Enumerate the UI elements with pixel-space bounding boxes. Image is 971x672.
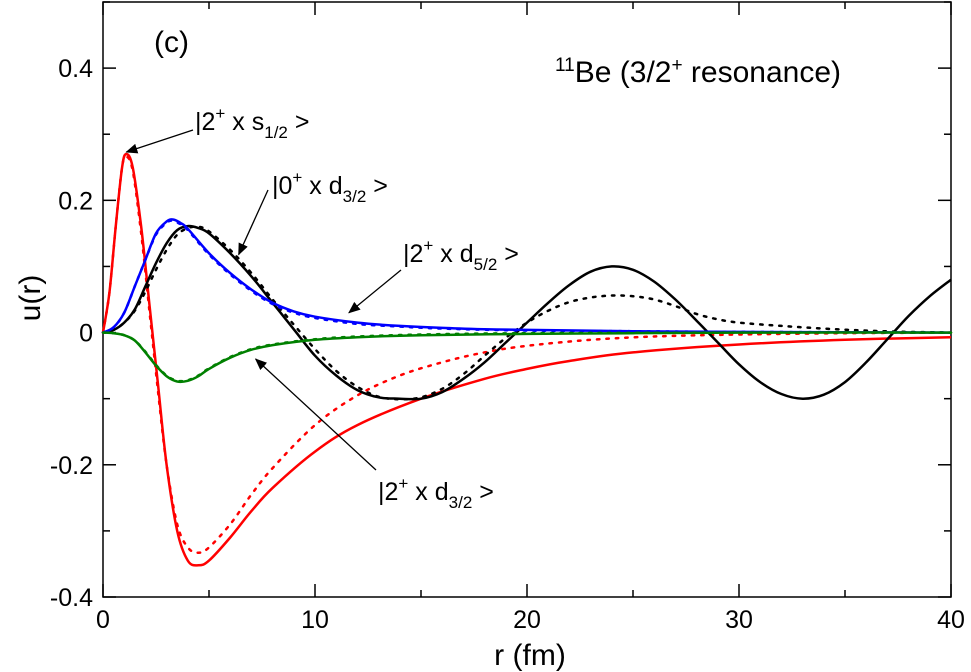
x-tick-label: 10 bbox=[301, 606, 329, 634]
annotation-label-part: + bbox=[215, 104, 225, 123]
series-0-x-d3-2-solid bbox=[102, 224, 952, 401]
annotation-label-part: + bbox=[292, 168, 302, 187]
annotation-label-part: x d bbox=[302, 172, 342, 200]
y-tick-label: 0.2 bbox=[58, 187, 93, 215]
panel-label: (c) bbox=[154, 26, 189, 59]
title-tail: resonance) bbox=[683, 56, 841, 89]
series-2-x-d5-2-solid bbox=[102, 218, 952, 334]
annotation-label-part: > bbox=[472, 478, 494, 506]
axis-ticks bbox=[102, 1, 952, 598]
annotation-label-part: |2 bbox=[378, 478, 398, 506]
annotation-label-part: x d bbox=[408, 478, 448, 506]
annotation-label: |0+ x d3/2 > bbox=[272, 168, 388, 206]
x-axis-label: r (fm) bbox=[494, 639, 566, 672]
annotation-label: |2+ x s1/2 > bbox=[195, 104, 309, 142]
title-isotope-mass: 11 bbox=[555, 55, 575, 76]
annotation-label: |2+ x d5/2 > bbox=[403, 236, 519, 274]
series-2-x-s1-2-dotted bbox=[101, 155, 953, 554]
x-tick-label: 0 bbox=[96, 606, 110, 634]
series-2-x-d3-2-solid bbox=[102, 331, 952, 384]
plot-frame bbox=[102, 1, 952, 598]
y-axis-label: u(r) bbox=[14, 275, 47, 322]
title-main: Be (3/2 bbox=[575, 56, 672, 89]
annotation-label-part: x s bbox=[225, 108, 264, 136]
annotation-label-part: 5/2 bbox=[474, 255, 498, 274]
chart-title: 11Be (3/2+ resonance) bbox=[555, 55, 841, 89]
annotation-label-part: |0 bbox=[272, 172, 292, 200]
annotation-arrow bbox=[238, 189, 269, 256]
annotation-arrow bbox=[348, 269, 402, 314]
x-tick-label: 20 bbox=[513, 606, 541, 634]
y-tick-label: 0.4 bbox=[58, 55, 93, 83]
y-tick-label: -0.4 bbox=[50, 584, 93, 612]
annotation-label-part: 3/2 bbox=[343, 187, 367, 206]
annotations: |2+ x s1/2 >|0+ x d3/2 >|2+ x d5/2 >|2+ … bbox=[125, 104, 519, 512]
curves bbox=[101, 152, 953, 567]
annotation-label-part: 1/2 bbox=[264, 123, 288, 142]
series-2-x-d5-2-dotted bbox=[101, 219, 953, 334]
annotation-label-part: 3/2 bbox=[449, 493, 473, 512]
annotation-label-part: + bbox=[398, 474, 408, 493]
annotation-label-part: x d bbox=[433, 240, 473, 268]
annotation-label-part: > bbox=[497, 240, 519, 268]
series-2-x-s1-2-solid bbox=[101, 152, 952, 567]
annotation-label-part: + bbox=[423, 236, 433, 255]
y-tick-label: 0 bbox=[79, 320, 93, 348]
annotation-label-part: > bbox=[288, 108, 310, 136]
annotation-arrow bbox=[254, 358, 377, 471]
x-tick-label: 30 bbox=[725, 606, 753, 634]
annotation-arrow bbox=[125, 129, 194, 154]
annotation-label: |2+ x d3/2 > bbox=[378, 474, 494, 512]
axis-tick-labels: 0 10 20 30 40 -0.4 -0.2 0 0.2 0.4 bbox=[50, 55, 965, 634]
annotation-label-part: |2 bbox=[403, 240, 423, 268]
y-tick-label: -0.2 bbox=[50, 452, 93, 480]
title-parity: + bbox=[671, 55, 682, 76]
x-tick-label: 40 bbox=[937, 606, 965, 634]
annotation-label-part: |2 bbox=[195, 108, 215, 136]
annotation-label-part: > bbox=[366, 172, 388, 200]
